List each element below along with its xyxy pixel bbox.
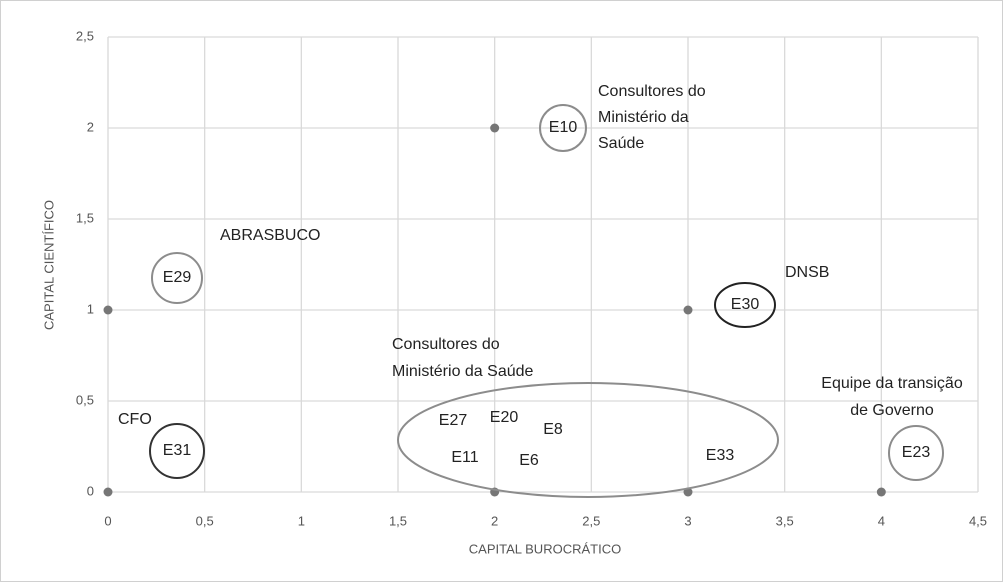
annotation: Consultores do [598,83,706,100]
x-tick-label: 4 [878,513,885,528]
group-ellipse [397,382,779,498]
point [103,487,113,497]
annotation: Saúde [598,135,644,152]
annotation-circle [714,282,776,328]
annotation: Ministério da [598,109,689,126]
annotation-circle [151,252,203,304]
annotation-circle [149,423,205,479]
y-tick-label: 2,5 [76,28,94,43]
annotation-circle [888,425,944,481]
group-label: E27 [439,412,468,429]
annotation: CFO [118,411,152,428]
y-tick-label: 1,5 [76,210,94,225]
circle-label: E23 [902,444,931,461]
y-tick-label: 2 [87,119,94,134]
y-axis-title: CAPITAL CIENTÍFICO [41,200,56,330]
annotation: Consultores do [392,336,500,353]
x-tick-label: 1,5 [389,513,407,528]
annotation-circle [539,104,587,152]
y-tick-label: 0 [87,483,94,498]
annotation: DNSB [785,264,829,281]
point [103,305,113,315]
group-label: E8 [543,421,563,438]
circle-label: E10 [549,119,578,136]
annotation: Ministério da Saúde [392,363,534,380]
x-tick-label: 3 [684,513,691,528]
x-tick-label: 0,5 [196,513,214,528]
x-tick-label: 2 [491,513,498,528]
group-label: E11 [451,449,478,466]
circle-label: E30 [731,296,760,313]
x-tick-label: 3,5 [776,513,794,528]
x-tick-label: 0 [104,513,111,528]
group-label: E20 [490,409,519,426]
y-tick-label: 0,5 [76,392,94,407]
x-tick-label: 4,5 [969,513,987,528]
circle-label: E29 [163,269,192,286]
y-tick-label: 1 [87,301,94,316]
x-tick-label: 2,5 [582,513,600,528]
point [490,123,500,133]
point [683,305,693,315]
x-tick-label: 1 [298,513,305,528]
point [876,487,886,497]
annotation: Equipe da transição [821,375,963,392]
annotation: de Governo [850,402,934,419]
x-axis-title: CAPITAL BUROCRÁTICO [469,541,621,556]
group-label: E33 [706,447,735,464]
group-label: E6 [519,452,539,469]
circle-label: E31 [163,442,192,459]
annotation: ABRASBUCO [220,227,320,244]
